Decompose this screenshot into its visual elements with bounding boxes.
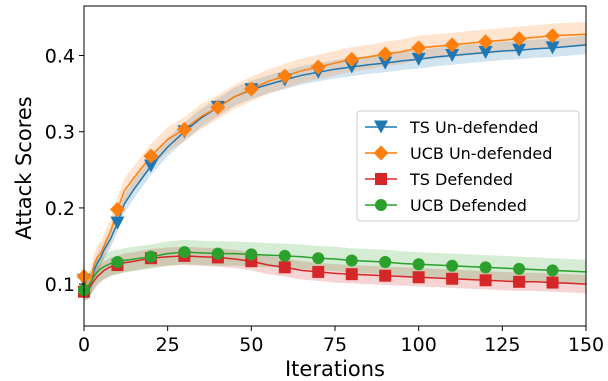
x-tick-label: 75: [323, 334, 347, 356]
ts-defended-point: [479, 274, 492, 287]
x-tick-label: 0: [78, 334, 90, 356]
ucb-un-defended-point: [511, 31, 527, 47]
ucb-un-defended-point: [344, 51, 360, 67]
ts-un-defended-point: [411, 52, 426, 66]
y-axis-label: Attack Scores: [12, 96, 36, 239]
ts-un-defended-point: [445, 49, 460, 63]
ts-defended-point: [412, 271, 425, 284]
ucb-un-defended-point: [210, 99, 226, 115]
legend: TS Un-defended UCB Un-defended TS Defended…: [356, 110, 580, 222]
ts-un-defended-point: [545, 41, 560, 55]
ucb-un-defended-point: [444, 37, 460, 53]
ucb-un-defended-point: [243, 81, 259, 97]
ucb-defended-point: [513, 262, 526, 275]
ucb-defended-point: [144, 250, 157, 263]
y-axis-ticks: 0.1 0.2 0.3 0.4: [45, 46, 84, 296]
ucb-defended-point: [278, 249, 291, 262]
ucb-un-defended-point: [545, 28, 561, 44]
ucb-defended-point: [546, 264, 559, 277]
legend-label-ucb-un-defended: UCB Un-defended: [410, 144, 552, 163]
ts-un-defended-point: [512, 43, 527, 57]
legend-label-ts-un-defended: TS Un-defended: [409, 118, 538, 137]
legend-label-ucb-defended: UCB Defended: [410, 196, 527, 215]
ucb-defended-point: [111, 256, 124, 268]
x-axis-label: Iterations: [285, 357, 385, 381]
ts-defended-point: [546, 276, 559, 289]
legend-marker-ts-un-defended: [374, 120, 388, 134]
ucb-defended-point: [446, 259, 459, 272]
ts-defended-point: [345, 268, 358, 281]
ucb-un-defended-point: [411, 40, 427, 56]
ucb-un-defended-point: [176, 121, 192, 137]
ts-un-defended-point: [344, 60, 359, 74]
y-tick-label: 0.1: [45, 274, 75, 296]
ucb-un-defended-point: [143, 148, 159, 164]
ts-un-defended-point: [478, 45, 493, 59]
ucb-un-defended-point: [310, 59, 326, 75]
x-tick-label: 150: [568, 334, 604, 356]
legend-box: [356, 110, 580, 222]
x-axis-ticks: 0 25 50 75 100 125 150: [78, 326, 604, 356]
ucb-defended-band: [84, 239, 586, 303]
series-markers: [76, 28, 561, 298]
ucb-defended-point: [345, 254, 358, 267]
ucb-un-defended-point: [109, 201, 125, 217]
ucb-defended-point: [245, 248, 258, 261]
ts-defended-point: [446, 272, 459, 285]
ucb-defended-point: [479, 261, 492, 274]
y-tick-label: 0.3: [45, 122, 75, 144]
ucb-defended-point: [412, 258, 425, 271]
ts-defended-point: [278, 261, 291, 274]
ucb-un-defended-point: [377, 46, 393, 62]
ucb-defended-point: [211, 247, 224, 260]
ts-defended-point: [245, 255, 258, 268]
y-tick-label: 0.4: [45, 46, 75, 68]
ucb-defended-point: [379, 256, 392, 268]
ucb-un-defended-point: [277, 68, 293, 84]
x-tick-label: 100: [401, 334, 437, 356]
ts-defended-point: [379, 269, 392, 282]
ts-defended-point: [513, 275, 526, 288]
legend-marker-ucb-defended: [375, 199, 387, 211]
ts-un-defended-point: [143, 159, 158, 173]
x-tick-label: 50: [239, 334, 263, 356]
ucb-defended-point: [178, 246, 191, 259]
x-tick-label: 125: [484, 334, 520, 356]
legend-label-ts-defended: TS Defended: [409, 170, 513, 189]
legend-marker-ts-defended: [375, 173, 387, 185]
ts-un-defended-point: [110, 216, 125, 230]
y-tick-label: 0.2: [45, 198, 75, 220]
ts-un-defended-point: [378, 56, 393, 70]
ucb-defended-point: [312, 252, 325, 265]
ucb-un-defended-point: [478, 34, 494, 50]
ts-defended-point: [312, 265, 325, 278]
legend-marker-ucb-un-defended: [373, 145, 389, 161]
x-tick-label: 25: [156, 334, 180, 356]
